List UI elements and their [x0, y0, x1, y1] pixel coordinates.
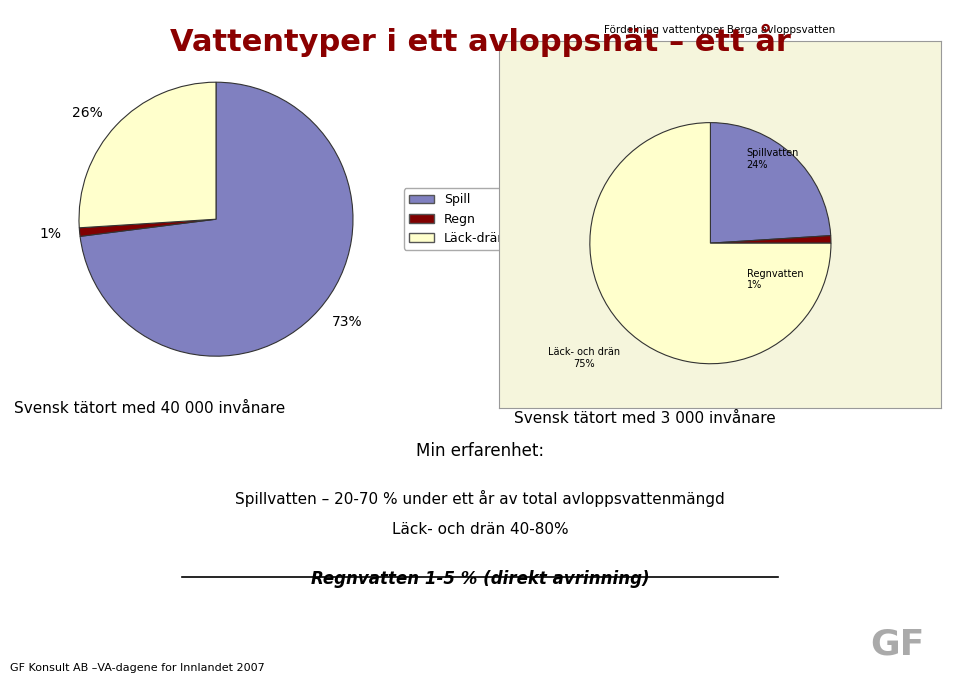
Text: Svensk tätort med 40 000 invånare: Svensk tätort med 40 000 invånare: [14, 401, 286, 416]
Wedge shape: [80, 82, 353, 356]
Text: Svensk tätort med 3 000 invånare: Svensk tätort med 3 000 invånare: [514, 411, 776, 426]
Wedge shape: [80, 219, 216, 236]
Text: 26%: 26%: [72, 106, 103, 121]
Text: Läck- och drän
75%: Läck- och drän 75%: [548, 347, 620, 369]
Legend: Spill, Regn, Läck-drän: Spill, Regn, Läck-drän: [404, 188, 511, 250]
Text: Spillvatten – 20-70 % under ett år av total avloppsvattenmängd: Spillvatten – 20-70 % under ett år av to…: [235, 490, 725, 507]
Text: Regnvatten 1-5 % (direkt avrinning): Regnvatten 1-5 % (direkt avrinning): [311, 570, 649, 588]
Text: Spillvatten
24%: Spillvatten 24%: [747, 148, 799, 170]
Text: Läck- och drän 40-80%: Läck- och drän 40-80%: [392, 522, 568, 537]
Text: Vattentyper i ett avloppsnät – ett år: Vattentyper i ett avloppsnät – ett år: [170, 24, 790, 57]
Text: GF Konsult AB –VA-dagene for Innlandet 2007: GF Konsult AB –VA-dagene for Innlandet 2…: [10, 662, 264, 673]
Text: 1%: 1%: [40, 227, 61, 240]
Text: Min erfarenhet:: Min erfarenhet:: [416, 442, 544, 460]
Wedge shape: [79, 82, 216, 228]
Text: Regnvatten
1%: Regnvatten 1%: [747, 269, 804, 290]
Wedge shape: [710, 123, 830, 243]
Wedge shape: [589, 123, 831, 364]
Text: 73%: 73%: [332, 314, 363, 329]
Title: Fördelning vattentyper Berga avloppsvatten: Fördelning vattentyper Berga avloppsvatt…: [605, 25, 835, 35]
Wedge shape: [710, 236, 831, 243]
Text: GF: GF: [871, 627, 924, 661]
